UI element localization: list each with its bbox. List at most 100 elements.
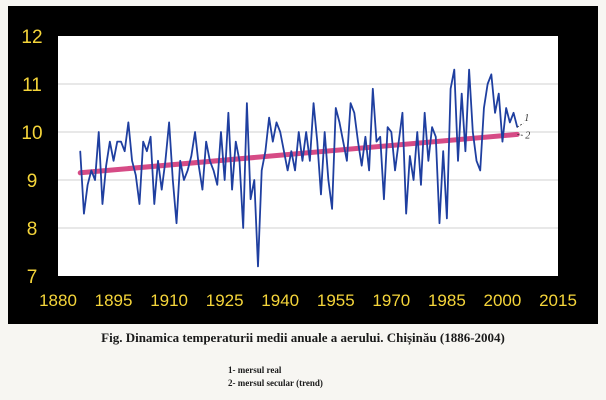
data-point	[461, 93, 463, 95]
data-point	[272, 141, 274, 143]
data-point	[127, 121, 129, 123]
y-tick-label: 7	[27, 267, 38, 288]
data-point	[264, 150, 267, 152]
data-point	[187, 169, 189, 171]
data-point	[335, 107, 337, 109]
data-point	[235, 141, 237, 143]
data-point	[494, 112, 496, 114]
legend: 1- mersul real 2- mersul secular (trend)	[228, 364, 323, 390]
data-point	[212, 169, 215, 171]
data-point	[257, 265, 259, 267]
data-point	[227, 112, 229, 114]
data-point	[327, 179, 329, 181]
data-point	[261, 169, 263, 171]
data-point	[468, 69, 470, 71]
data-point	[383, 198, 385, 200]
data-point	[231, 189, 233, 191]
data-point	[449, 88, 452, 90]
series-tags: 12	[517, 113, 530, 141]
x-tick-label: 1940	[261, 291, 299, 310]
data-point	[505, 107, 507, 109]
data-point	[464, 150, 467, 152]
data-point	[112, 160, 115, 162]
data-point	[90, 169, 92, 171]
data-point	[164, 160, 167, 162]
data-point	[153, 203, 155, 205]
data-point	[205, 141, 207, 143]
data-point	[372, 88, 374, 90]
data-point	[183, 179, 185, 181]
data-point	[179, 160, 181, 162]
data-point	[294, 169, 296, 171]
chart-panel: 7 8 9 10 11 12 1880 1895 1910 1925 1940 1955 1970 19…	[8, 6, 598, 324]
data-point	[431, 126, 433, 128]
data-point	[364, 136, 367, 138]
data-point	[398, 141, 400, 143]
x-tick-label: 1895	[95, 291, 133, 310]
data-point	[483, 107, 485, 109]
y-tick-label: 12	[21, 27, 42, 48]
series-layer	[77, 68, 520, 268]
data-point	[279, 131, 281, 133]
plot-area	[58, 36, 558, 276]
data-point	[324, 131, 326, 133]
data-point	[242, 227, 244, 229]
series-tag-actual: 1	[524, 113, 529, 124]
data-point	[198, 165, 200, 167]
data-point	[146, 150, 148, 152]
data-point	[109, 141, 111, 143]
data-point	[368, 169, 370, 171]
data-point	[379, 136, 381, 138]
data-point	[105, 165, 107, 167]
data-point	[361, 165, 363, 167]
x-tick-label: 1970	[372, 291, 410, 310]
data-point	[168, 121, 170, 123]
data-point	[412, 179, 415, 181]
data-point	[287, 169, 289, 171]
figure-caption: Fig. Dinamica temperaturii medii anuale …	[101, 330, 505, 345]
data-point	[475, 160, 478, 162]
data-point	[201, 189, 204, 191]
data-point	[490, 73, 492, 75]
data-point	[161, 189, 163, 191]
data-point	[424, 112, 426, 114]
x-tick-label: 1910	[150, 291, 188, 310]
y-tick-label: 10	[21, 123, 42, 144]
data-point	[435, 136, 437, 138]
data-point	[331, 208, 333, 210]
series-tag-leader	[517, 134, 524, 136]
data-point	[253, 179, 255, 181]
data-point	[101, 203, 104, 205]
y-axis-ticks: 7 8 9 10 11 12	[21, 27, 42, 288]
data-point	[216, 184, 218, 186]
data-point	[275, 121, 278, 123]
data-point	[375, 141, 378, 143]
data-point	[316, 141, 318, 143]
data-point	[320, 193, 322, 195]
data-point	[501, 141, 504, 143]
data-point	[416, 131, 418, 133]
data-point	[309, 160, 311, 162]
data-point	[446, 217, 448, 219]
data-point	[338, 121, 341, 123]
data-point	[283, 150, 285, 152]
data-point	[172, 179, 174, 181]
legend-item-actual: 1- mersul real	[228, 365, 282, 375]
data-point	[149, 136, 152, 138]
data-point	[442, 150, 444, 152]
data-point	[249, 198, 252, 200]
data-point	[498, 93, 500, 95]
data-point	[138, 203, 141, 205]
data-point	[116, 141, 118, 143]
data-point	[79, 150, 81, 152]
data-point	[246, 102, 248, 104]
data-point	[83, 213, 85, 215]
data-point	[238, 160, 241, 162]
x-tick-label: 1955	[317, 291, 355, 310]
data-point	[420, 184, 422, 186]
y-tick-label: 9	[27, 171, 38, 192]
data-point	[190, 155, 192, 157]
data-point	[312, 102, 315, 104]
series-tag-leader	[517, 122, 524, 128]
